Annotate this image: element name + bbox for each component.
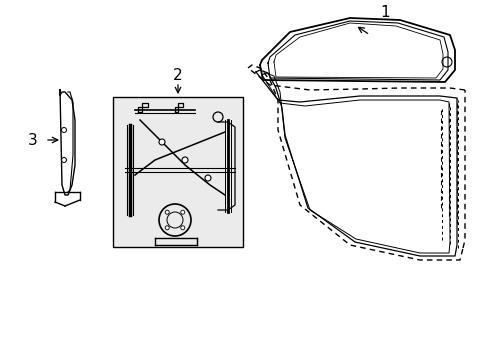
Bar bbox=[113, 97, 243, 247]
Text: 4: 4 bbox=[143, 183, 153, 198]
Circle shape bbox=[159, 139, 164, 145]
Circle shape bbox=[181, 226, 184, 230]
Circle shape bbox=[204, 175, 210, 181]
Circle shape bbox=[165, 210, 169, 214]
Text: 2: 2 bbox=[173, 68, 183, 82]
Text: 1: 1 bbox=[379, 5, 389, 19]
Text: 3: 3 bbox=[28, 132, 38, 148]
Circle shape bbox=[182, 157, 187, 163]
Circle shape bbox=[181, 210, 184, 214]
Circle shape bbox=[165, 226, 169, 230]
